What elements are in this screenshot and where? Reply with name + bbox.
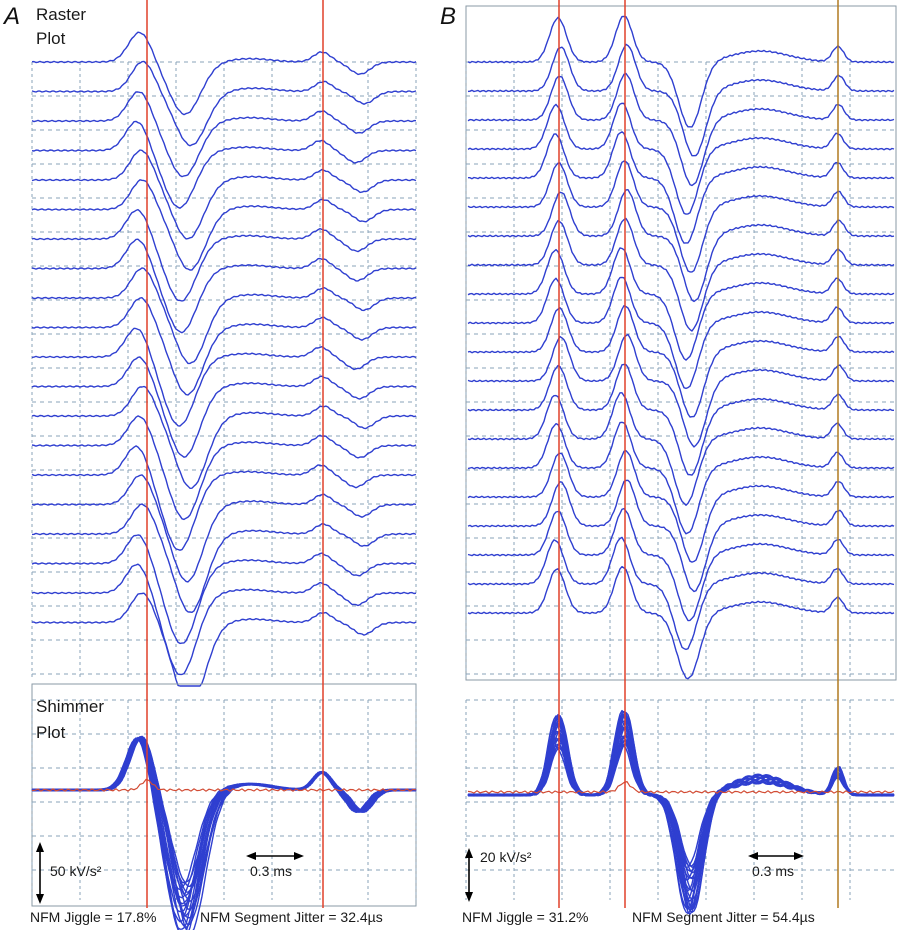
panel-a-raster-trace	[31, 385, 417, 489]
panel-a-shimmer-trace	[31, 737, 416, 930]
panel-a-letter: A	[2, 3, 20, 30]
panel-a-time-scale-label: 0.3 ms	[250, 863, 292, 879]
panel-b-raster-trace	[467, 421, 895, 535]
panel-b-raster-trace	[467, 363, 894, 476]
panel-b-raster-trace	[467, 507, 895, 622]
panel-b-raster-trace	[467, 333, 895, 448]
panel-b-raster-trace	[467, 247, 895, 361]
panel-a-raster-trace	[31, 297, 417, 396]
panel-a-raster-traces	[31, 31, 417, 687]
panel-b-raster-trace	[467, 102, 895, 215]
panel-a: A Raster Plot Shimmer Plot 50 kV/s² 0.3 …	[2, 0, 417, 930]
panel-a-raster-trace	[31, 563, 417, 676]
panel-b-raster-trace	[467, 15, 895, 128]
panel-a-raster-trace	[32, 592, 417, 687]
panel-a-jiggle: NFM Jiggle = 17.8%	[30, 909, 156, 925]
panel-b-raster-trace	[467, 450, 895, 563]
panel-a-raster-trace	[31, 179, 417, 271]
panel-a-shimmer-title-line1: Shimmer	[36, 697, 104, 716]
panel-b-raster-trace	[467, 565, 895, 680]
panel-b-raster-trace	[467, 72, 895, 187]
panel-b-raster-trace	[467, 536, 895, 651]
panel-b-shimmer-trace	[467, 735, 895, 879]
panel-a-shimmer-trace	[31, 737, 417, 910]
panel-b-raster-trace	[467, 189, 895, 303]
panel-a-shimmer-frame	[31, 683, 417, 907]
panel-b-raster-traces	[467, 15, 895, 680]
panel-b-shimmer-trace	[467, 743, 895, 867]
panel-b-amplitude-scale-bar	[465, 848, 473, 902]
panel-a-raster-trace	[31, 120, 417, 209]
panel-b-raster-trace	[467, 217, 895, 332]
panel-a-raster-trace	[31, 534, 417, 645]
panel-a-raster-trace	[31, 415, 417, 521]
panel-a-raster-trace	[31, 149, 417, 240]
panel-a-amplitude-scale-label: 50 kV/s²	[50, 863, 102, 879]
panel-b-jiggle: NFM Jiggle = 31.2%	[462, 909, 588, 925]
panel-a-jitter: NFM Segment Jitter = 32.4µs	[200, 909, 383, 925]
panel-a-shimmer-title-line2: Plot	[36, 723, 66, 742]
panel-a-raster-grid	[31, 61, 417, 680]
panel-b-shimmer-trace	[467, 713, 895, 911]
panel-a-raster-trace	[31, 238, 417, 334]
panel-a-amplitude-scale-bar	[36, 842, 44, 904]
panel-b-shimmer-trace	[467, 742, 895, 868]
panel-b-shimmer-baseline	[467, 780, 895, 794]
panel-a-shimmer-traces	[31, 735, 417, 930]
panel-a-raster-trace	[31, 503, 417, 613]
panel-a-raster-trace	[31, 60, 417, 147]
panel-b-time-scale-bar	[748, 852, 804, 860]
panel-a-raster-trace	[31, 31, 417, 116]
panel-b-raster-trace	[467, 479, 895, 593]
panel-b-jitter: NFM Segment Jitter = 54.4µs	[632, 909, 815, 925]
panel-b-raster-trace	[467, 43, 895, 157]
panel-a-raster-trace	[31, 208, 417, 302]
panel-a-raster-title-line2: Plot	[36, 29, 66, 48]
panel-b-raster-frame	[465, 5, 897, 681]
panel-a-shimmer-baseline	[31, 778, 417, 792]
panel-a-shimmer-trace	[31, 737, 417, 913]
panel-a-raster-trace	[31, 445, 417, 551]
panel-b-time-scale-label: 0.3 ms	[752, 863, 794, 879]
panel-b: B 20 kV/s² 0.3 ms NFM Jiggle = 31.2% NFM…	[440, 0, 897, 925]
panel-a-time-scale-bar	[246, 852, 304, 860]
panel-a-shimmer-trace	[31, 736, 417, 926]
panel-a-raster-trace	[31, 267, 417, 365]
panel-b-raster-trace	[468, 131, 895, 244]
panel-a-raster-title-line1: Raster	[36, 5, 86, 24]
panel-a-raster-trace	[31, 356, 417, 458]
panel-b-raster-trace	[467, 305, 895, 418]
panel-b-amplitude-scale-label: 20 kV/s²	[480, 849, 532, 865]
panel-b-letter: B	[440, 3, 456, 30]
panel-a-shimmer-grid	[31, 699, 417, 900]
panel-b-raster-grid	[465, 61, 896, 680]
panel-a-raster-trace	[31, 327, 417, 427]
panel-a-raster-trace	[31, 91, 417, 178]
panel-a-raster-trace	[31, 474, 417, 583]
panel-b-raster-trace	[467, 276, 895, 390]
panel-b-raster-trace	[467, 392, 895, 506]
panel-b-shimmer-traces	[467, 709, 895, 915]
panel-b-raster-trace	[467, 160, 895, 273]
